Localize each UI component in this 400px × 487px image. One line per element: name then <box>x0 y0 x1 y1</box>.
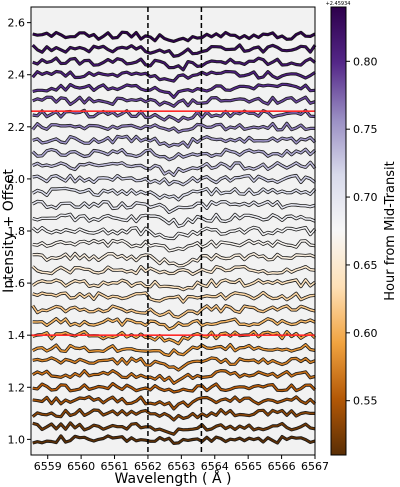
series-line <box>32 356 316 371</box>
y-tick-label: 2.6 <box>8 17 26 30</box>
series-line <box>32 200 316 214</box>
y-tick-label: 2.2 <box>8 121 26 134</box>
y-tick-label: 1.8 <box>8 225 26 238</box>
series-line <box>32 291 316 303</box>
series-line <box>32 31 316 43</box>
series-line <box>32 369 316 385</box>
x-tick-label: 6561 <box>101 460 129 473</box>
series-line <box>32 330 316 345</box>
colorbar-tick-label: 0.55 <box>353 395 378 408</box>
series-line <box>32 395 316 410</box>
x-tick-label: 6565 <box>234 460 262 473</box>
series-line <box>32 317 316 331</box>
y-tick-label: 2.4 <box>8 69 26 82</box>
series-line <box>32 435 316 445</box>
series-line <box>32 382 316 393</box>
series-line <box>32 278 316 291</box>
y-tick-label: 1.0 <box>8 433 26 446</box>
series-line <box>32 174 316 186</box>
series-line <box>32 265 316 276</box>
series-line <box>32 135 316 148</box>
colorbar-tick-label: 0.65 <box>353 259 378 272</box>
series-line <box>32 44 316 58</box>
series-line <box>32 148 316 161</box>
series-line <box>32 239 316 252</box>
x-tick-label: 6564 <box>201 460 229 473</box>
series-line <box>32 343 316 357</box>
colorbar-offset-text: +2.45934 <box>326 1 351 7</box>
series-layer <box>31 30 317 445</box>
x-axis-title: Wavelength ( Å ) <box>115 470 232 487</box>
series-line <box>32 83 316 99</box>
y-tick-label: 1.4 <box>8 329 26 342</box>
series-line <box>32 70 316 82</box>
x-axis: 6559 6560 6561 6562 6563 6564 6565 6566 6567 <box>34 455 329 473</box>
colorbar-axis: 0.55 0.60 0.65 0.70 0.75 0.80 <box>346 55 378 408</box>
series-line <box>32 109 316 123</box>
colorbar <box>330 6 347 456</box>
series-line <box>32 187 316 201</box>
colorbar-title: Hour from Mid-Transit <box>383 161 398 300</box>
x-tick-label: 6566 <box>268 460 296 473</box>
series-line <box>32 408 315 421</box>
x-tick-label: 6560 <box>67 460 95 473</box>
series-line <box>32 57 316 71</box>
series-line <box>32 122 315 133</box>
series-line <box>32 161 316 177</box>
y-tick-label: 2.0 <box>8 173 26 186</box>
series-line <box>32 252 316 267</box>
y-tick-label: 1.2 <box>8 381 26 394</box>
series-line <box>32 422 316 436</box>
x-tick-label: 6567 <box>301 460 329 473</box>
x-tick-label: 6563 <box>167 460 195 473</box>
colorbar-tick-label: 0.80 <box>353 55 378 68</box>
y-axis-title: Intensity + Offset <box>1 169 17 293</box>
overlay-layer <box>31 7 315 455</box>
colorbar-tick-label: 0.70 <box>353 191 378 204</box>
y-axis: 1.0 1.2 1.4 1.6 1.8 2.0 2.2 2.4 2.6 <box>8 17 31 446</box>
series-line <box>32 96 316 107</box>
colorbar-tick-label: 0.75 <box>353 123 378 136</box>
colorbar-tick-label: 0.60 <box>353 327 378 340</box>
x-tick-label: 6562 <box>134 460 162 473</box>
x-tick-label: 6559 <box>34 460 62 473</box>
series-line <box>32 226 316 240</box>
series-line <box>32 304 316 319</box>
y-tick-label: 1.6 <box>8 277 26 290</box>
series-line <box>32 213 316 228</box>
